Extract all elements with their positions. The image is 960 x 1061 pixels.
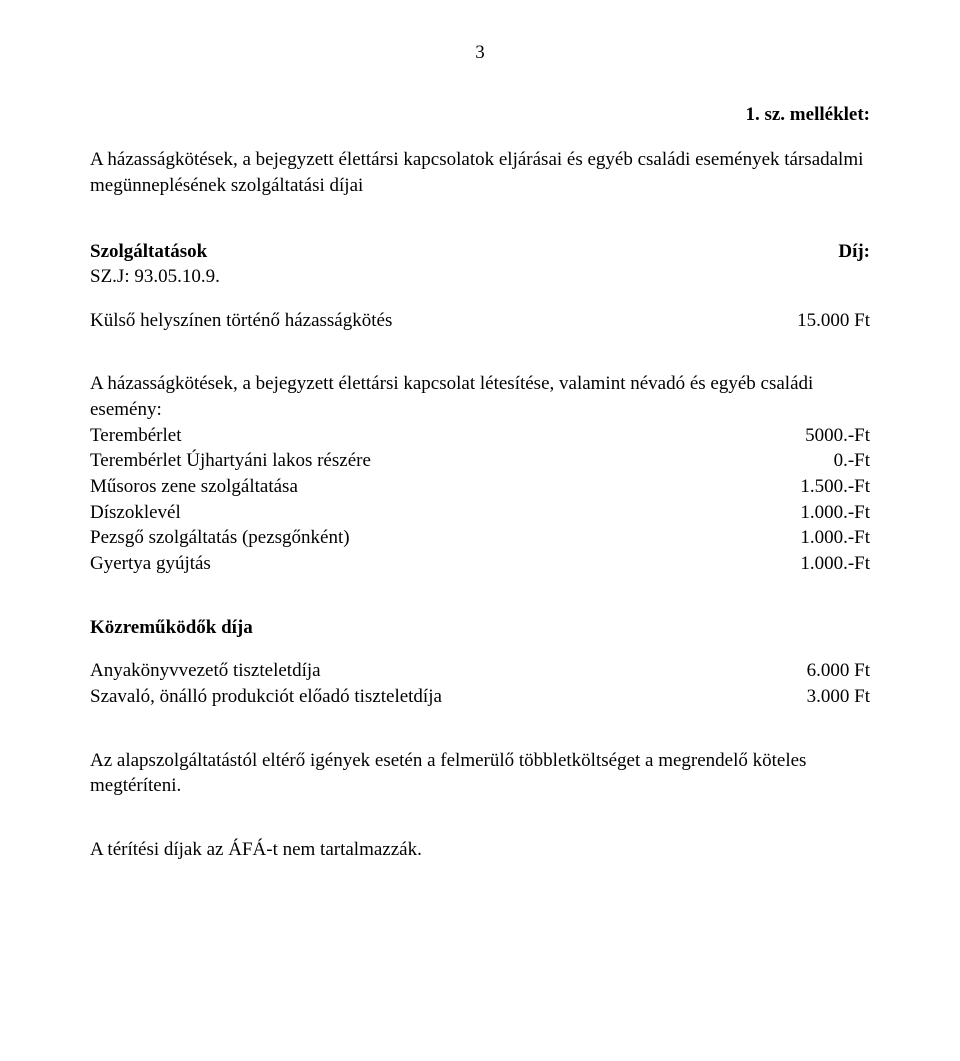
contributor-row-label: Szavaló, önálló produkciót előadó tiszte… bbox=[90, 684, 760, 710]
contributor-row-label: Anyakönyvvezető tiszteletdíja bbox=[90, 658, 760, 684]
intro-paragraph: A házasságkötések, a bejegyzett élettárs… bbox=[90, 147, 870, 198]
event-row-label: Műsoros zene szolgáltatása bbox=[90, 474, 760, 500]
contributors-block: Közreműködők díja Anyakönyvvezető tiszte… bbox=[90, 615, 870, 710]
note-2: A térítési díjak az ÁFÁ-t nem tartalmazz… bbox=[90, 837, 870, 863]
fee-label: Díj: bbox=[730, 239, 870, 265]
services-header-row: Szolgáltatások Díj: bbox=[90, 239, 870, 265]
spacer bbox=[90, 290, 870, 308]
event-row-label: Gyertya gyújtás bbox=[90, 551, 760, 577]
event-row: Terembérlet5000.-Ft bbox=[90, 423, 870, 449]
services-block: Szolgáltatások Díj: SZ.J: 93.05.10.9. Kü… bbox=[90, 239, 870, 334]
events-intro: A házasságkötések, a bejegyzett élettárs… bbox=[90, 371, 870, 422]
event-row: Műsoros zene szolgáltatása1.500.-Ft bbox=[90, 474, 870, 500]
event-row-value: 0.-Ft bbox=[760, 448, 870, 474]
contributor-row: Szavaló, önálló produkciót előadó tiszte… bbox=[90, 684, 870, 710]
event-row-value: 1.000.-Ft bbox=[760, 500, 870, 526]
event-row-label: Díszoklevél bbox=[90, 500, 760, 526]
contributor-row-value: 6.000 Ft bbox=[760, 658, 870, 684]
event-row: Díszoklevél1.000.-Ft bbox=[90, 500, 870, 526]
external-venue-label: Külső helyszínen történő házasságkötés bbox=[90, 308, 730, 334]
external-venue-row: Külső helyszínen történő házasságkötés 1… bbox=[90, 308, 870, 334]
events-block: A házasságkötések, a bejegyzett élettárs… bbox=[90, 371, 870, 576]
events-fee-table: Terembérlet5000.-FtTerembérlet Újhartyán… bbox=[90, 423, 870, 577]
event-row: Terembérlet Újhartyáni lakos részére0.-F… bbox=[90, 448, 870, 474]
contributor-row-value: 3.000 Ft bbox=[760, 684, 870, 710]
event-row-label: Terembérlet bbox=[90, 423, 760, 449]
attachment-heading: 1. sz. melléklet: bbox=[90, 102, 870, 128]
event-row-value: 1.000.-Ft bbox=[760, 525, 870, 551]
services-label: Szolgáltatások bbox=[90, 239, 730, 265]
contributors-fee-table: Anyakönyvvezető tiszteletdíja6.000 FtSza… bbox=[90, 658, 870, 709]
note-1: Az alapszolgáltatástól eltérő igények es… bbox=[90, 748, 870, 799]
contributors-heading: Közreműködők díja bbox=[90, 615, 870, 641]
page-number: 3 bbox=[90, 40, 870, 66]
event-row-label: Terembérlet Újhartyáni lakos részére bbox=[90, 448, 760, 474]
event-row-value: 1.000.-Ft bbox=[760, 551, 870, 577]
external-venue-value: 15.000 Ft bbox=[730, 308, 870, 334]
event-row-value: 1.500.-Ft bbox=[760, 474, 870, 500]
event-row: Pezsgő szolgáltatás (pezsgőnként)1.000.-… bbox=[90, 525, 870, 551]
document-page: 3 1. sz. melléklet: A házasságkötések, a… bbox=[0, 0, 960, 1061]
event-row: Gyertya gyújtás1.000.-Ft bbox=[90, 551, 870, 577]
event-row-value: 5000.-Ft bbox=[760, 423, 870, 449]
event-row-label: Pezsgő szolgáltatás (pezsgőnként) bbox=[90, 525, 760, 551]
service-code: SZ.J: 93.05.10.9. bbox=[90, 264, 870, 290]
contributor-row: Anyakönyvvezető tiszteletdíja6.000 Ft bbox=[90, 658, 870, 684]
